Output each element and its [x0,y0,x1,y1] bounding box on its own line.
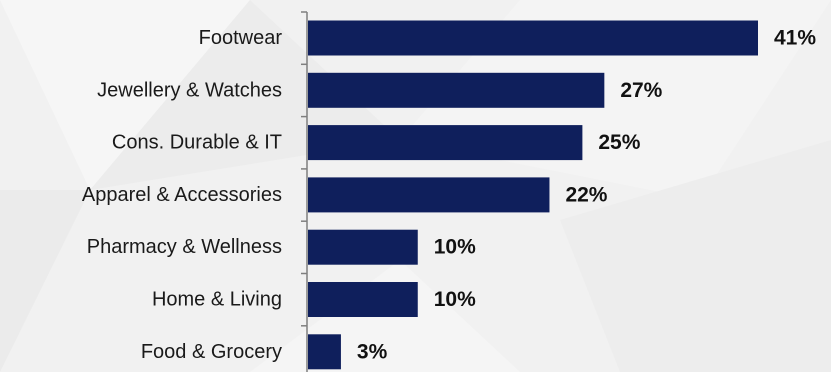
bar-3 [308,177,550,213]
value-label: 41% [774,27,816,50]
category-label: Cons. Durable & IT [112,132,282,154]
category-label: Jewellery & Watches [97,79,282,101]
bar-5 [308,282,418,317]
value-label: 10% [434,236,476,259]
value-label: 25% [598,131,640,154]
category-label: Pharmacy & Wellness [87,236,282,258]
value-label: 10% [434,288,476,311]
value-label: 3% [357,340,388,363]
category-label: Home & Living [152,289,282,311]
bar-1 [308,72,605,108]
bar-4 [308,229,418,265]
category-label: Food & Grocery [141,341,282,363]
value-label: 22% [565,183,607,206]
bar-6 [308,334,341,370]
category-label: Footwear [199,27,283,49]
bars-layer [308,20,758,370]
value-label: 27% [620,79,662,102]
value-labels: 41% 27% 25% 22% 10% 10% 3% [357,27,816,364]
category-label: Apparel & Accessories [82,184,282,206]
bar-0 [308,20,758,56]
bar-2 [308,125,583,161]
category-labels: Footwear Jewellery & Watches Cons. Durable… [82,27,282,363]
axis-layer [301,11,308,372]
